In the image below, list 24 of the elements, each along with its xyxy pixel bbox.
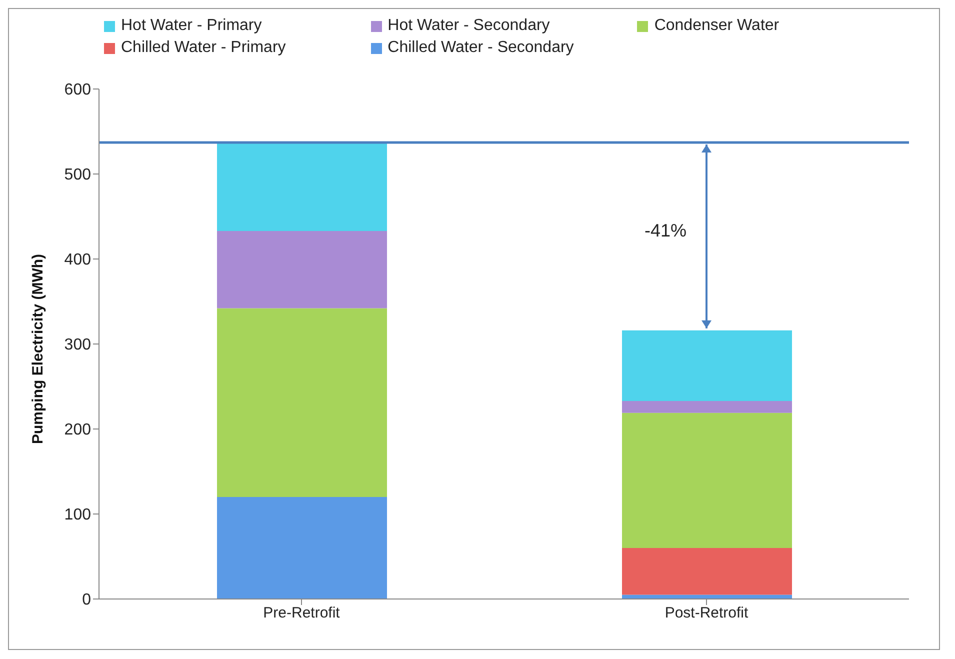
bar [622, 400, 792, 413]
x-tick-label: Pre-Retrofit [263, 604, 341, 622]
bar [622, 412, 792, 548]
legend-label: Chilled Water - Secondary [388, 39, 574, 57]
y-tick-label: 400 [64, 252, 92, 269]
x-tick-label: Post-Retrofit [664, 604, 750, 622]
legend-label: Chilled Water - Primary [121, 39, 286, 57]
y-tick-label: 100 [64, 506, 92, 524]
bar [622, 330, 792, 401]
y-axis-title: Pumping Electricity (MWh) [29, 254, 46, 444]
y-tick-label: 600 [64, 82, 92, 99]
bar [217, 230, 387, 308]
annotation: -41% [644, 220, 686, 240]
y-tick-label: 200 [64, 422, 92, 439]
legend-label: Hot Water - Secondary [388, 17, 550, 35]
legend-label: Hot Water - Primary [121, 17, 262, 35]
y-tick-label: 0 [82, 592, 92, 609]
bar [217, 497, 387, 599]
bar [622, 548, 792, 595]
bar [217, 308, 387, 497]
legend-label: Condenser Water [654, 17, 780, 35]
y-tick-label: 500 [64, 166, 92, 184]
bar [217, 142, 387, 231]
y-tick-label: 300 [64, 336, 92, 354]
